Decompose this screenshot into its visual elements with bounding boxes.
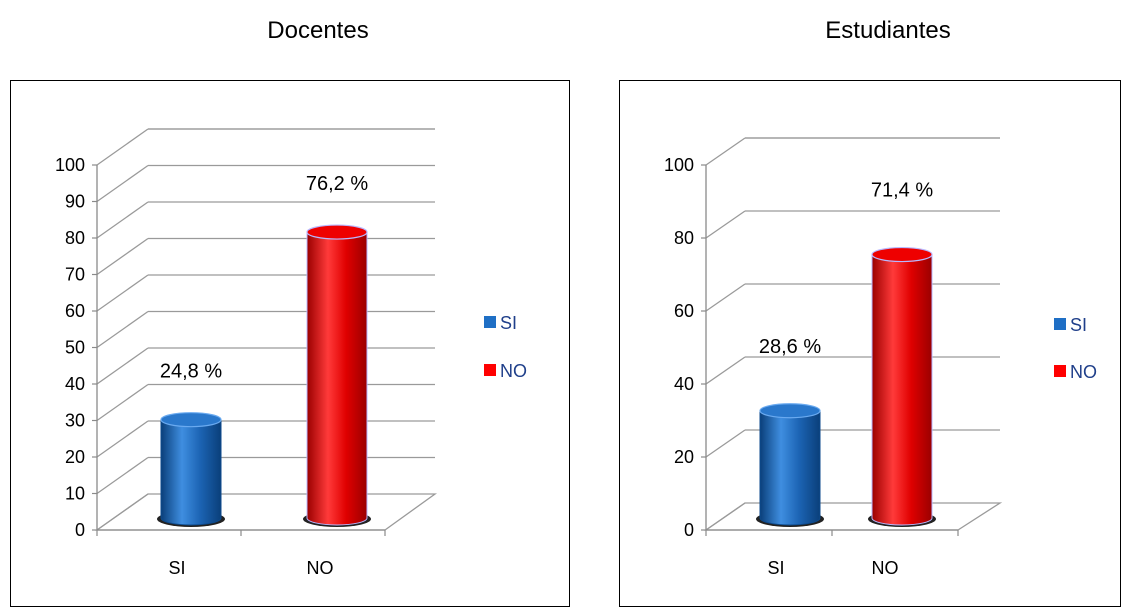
- floor: [94, 493, 438, 531]
- y-tick-label: 30: [65, 411, 85, 431]
- x-tick-label: NO: [307, 558, 334, 578]
- bar-body: [871, 254, 933, 526]
- y-tick-label: 10: [65, 484, 85, 504]
- gridline-side: [96, 420, 149, 458]
- chart-title-estudiantes: Estudiantes: [825, 17, 951, 44]
- y-tick-label: 40: [65, 374, 85, 394]
- y-tick-label: 60: [65, 301, 85, 321]
- gridline-side: [705, 356, 746, 385]
- legend-label: NO: [1070, 362, 1097, 382]
- data-label: 28,6 %: [759, 336, 821, 358]
- data-label: 71,4 %: [871, 180, 933, 202]
- gridline-side: [96, 201, 149, 239]
- legend-swatch: [1054, 365, 1066, 377]
- floor: [703, 502, 1003, 531]
- data-label: 24,8 %: [160, 361, 222, 383]
- gridline-side: [96, 164, 149, 203]
- x-tick-label: NO: [872, 558, 899, 578]
- bar-top: [160, 412, 222, 428]
- legend-swatch: [484, 316, 496, 328]
- gridline-side: [96, 310, 149, 349]
- data-label: 76,2 %: [306, 173, 368, 195]
- legend-label: NO: [500, 361, 527, 381]
- chart-title-docentes: Docentes: [267, 17, 369, 44]
- bar-top: [759, 403, 821, 419]
- y-tick-label: 20: [65, 447, 85, 467]
- y-tick-label: 100: [664, 155, 694, 175]
- x-tick-label: SI: [767, 558, 784, 578]
- y-tick-label: 0: [684, 520, 694, 540]
- gridline-side: [96, 383, 149, 422]
- gridline-side: [96, 128, 149, 166]
- y-tick-label: 0: [75, 520, 85, 540]
- gridline-side: [96, 274, 149, 312]
- y-tick-label: 40: [674, 374, 694, 394]
- gridline-side: [96, 456, 149, 495]
- y-tick-label: 70: [65, 265, 85, 285]
- bar-top: [306, 224, 368, 240]
- chart-docentes: 0 10 20 30 40 50 60 70 80 90 100 SI NO 24,8 % 76,2 % SI…: [55, 128, 527, 578]
- legend-label: SI: [1070, 315, 1087, 335]
- y-tick-label: 100: [55, 155, 85, 175]
- bar-no: [868, 246, 936, 527]
- bar-body: [160, 419, 222, 526]
- y-tick-label: 90: [65, 192, 85, 212]
- x-tick-label: SI: [168, 558, 185, 578]
- bar-no: [303, 224, 371, 527]
- gridline-side: [705, 283, 746, 312]
- gridline-side: [705, 429, 746, 458]
- legend-label: SI: [500, 313, 517, 333]
- gridline-side: [96, 237, 149, 276]
- chart-estudiantes: 0 20 40 60 80 100 SI NO 28,6 % 71,4 % SI NO: [664, 137, 1097, 578]
- gridline-side: [705, 137, 746, 166]
- bar-body: [306, 231, 368, 526]
- gridline-side: [705, 210, 746, 239]
- bar-body: [759, 410, 821, 526]
- gridline-side: [96, 347, 149, 385]
- y-tick-label: 80: [674, 228, 694, 248]
- y-tick-label: 50: [65, 338, 85, 358]
- legend-swatch: [1054, 318, 1066, 330]
- bar-top: [871, 246, 933, 263]
- y-tick-label: 80: [65, 228, 85, 248]
- y-tick-label: 60: [674, 301, 694, 321]
- legend-swatch: [484, 364, 496, 376]
- y-tick-label: 20: [674, 447, 694, 467]
- bar-si: [157, 412, 225, 527]
- bar-si: [756, 403, 824, 527]
